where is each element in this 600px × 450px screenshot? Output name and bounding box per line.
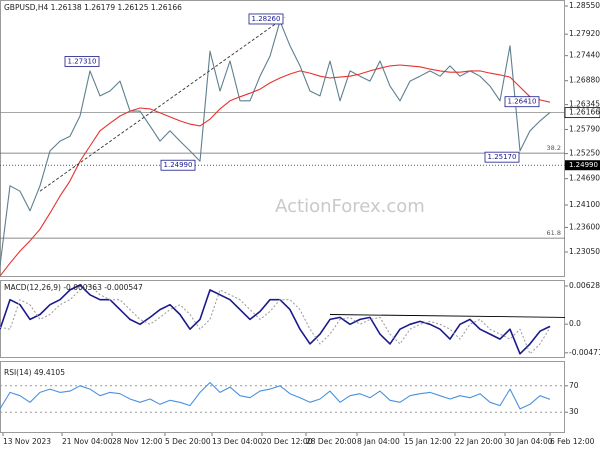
panel-title: GBPUSD,H4 1.26138 1.26179 1.26125 1.2616… (4, 3, 182, 12)
x-tick-label: 8 Jan 04:00 (357, 437, 400, 446)
price-annotation-label: 1.28260 (252, 15, 281, 23)
fib-label: 38.2 (547, 144, 561, 152)
rsi-panel (0, 361, 565, 433)
y-tick-label: 1.24690 (569, 174, 600, 183)
y-tick-label: 70 (569, 381, 579, 390)
price-annotation-label: 1.25170 (488, 153, 517, 161)
series-line (0, 64, 551, 277)
price-annotation-label: 1.24990 (164, 161, 193, 169)
y-tick-label: 1.27920 (569, 29, 600, 38)
y-tick-label: 1.28550 (569, 1, 600, 10)
series-line (0, 381, 551, 410)
macd-panel (0, 280, 565, 358)
y-tick-label: 30 (569, 407, 579, 416)
price-panel (0, 0, 565, 277)
price-annotation-label: 1.27310 (68, 57, 97, 65)
series-line (0, 20, 551, 266)
trendline (39, 16, 286, 192)
series-line (0, 284, 551, 355)
y-tick-label: 0.006281 (569, 281, 600, 290)
fib-label: 61.8 (547, 229, 561, 237)
y-tick-label: 0.0 (569, 319, 581, 328)
x-tick-label: 28 Nov 12:00 (112, 437, 163, 446)
support-tag (565, 160, 600, 171)
price-annotation-label: 1.26410 (508, 98, 537, 106)
y-tick-label: 1.23600 (569, 222, 600, 231)
y-tick-label: 1.25790 (569, 124, 600, 133)
trendline (329, 314, 566, 318)
price-annotation (64, 56, 100, 67)
x-tick-label: 30 Jan 04:00 (505, 437, 553, 446)
price-annotation (504, 96, 540, 108)
panel-title: MACD(12,26,9) -0.000363 -0.000547 (4, 283, 143, 292)
y-tick-label: 1.23050 (569, 247, 600, 256)
watermark: ActionForex.com (275, 196, 425, 217)
price-annotation (484, 151, 520, 163)
x-tick-label: 15 Jan 12:00 (404, 437, 452, 446)
x-tick-label: 13 Dec 04:00 (212, 437, 263, 446)
support-label: 1.24990 (569, 161, 598, 169)
x-tick-label: 13 Nov 2023 (3, 437, 51, 446)
price-annotation (160, 159, 196, 171)
y-tick-label: 1.25250 (569, 149, 600, 158)
series-line (0, 284, 551, 355)
last-price-label: 1.26166 (569, 108, 600, 117)
x-tick-label: 22 Jan 20:00 (455, 437, 503, 446)
y-tick-label: 1.26345 (569, 100, 600, 109)
y-tick-label: 1.27440 (569, 51, 600, 60)
y-tick-label: -0.004711 (569, 348, 600, 357)
x-tick-label: 6 Feb 12:00 (550, 437, 595, 446)
x-tick-label: 5 Dec 20:00 (165, 437, 211, 446)
x-tick-label: 20 Dec 12:00 (262, 437, 313, 446)
panel-title: RSI(14) 49.4105 (4, 368, 65, 377)
y-tick-label: 1.26880 (569, 76, 600, 85)
x-tick-label: 28 Dec 20:00 (306, 437, 357, 446)
y-tick-label: 1.24100 (569, 200, 600, 209)
price-annotation (248, 13, 284, 25)
x-tick-label: 21 Nov 04:00 (62, 437, 113, 446)
last-price-tag (564, 107, 600, 119)
